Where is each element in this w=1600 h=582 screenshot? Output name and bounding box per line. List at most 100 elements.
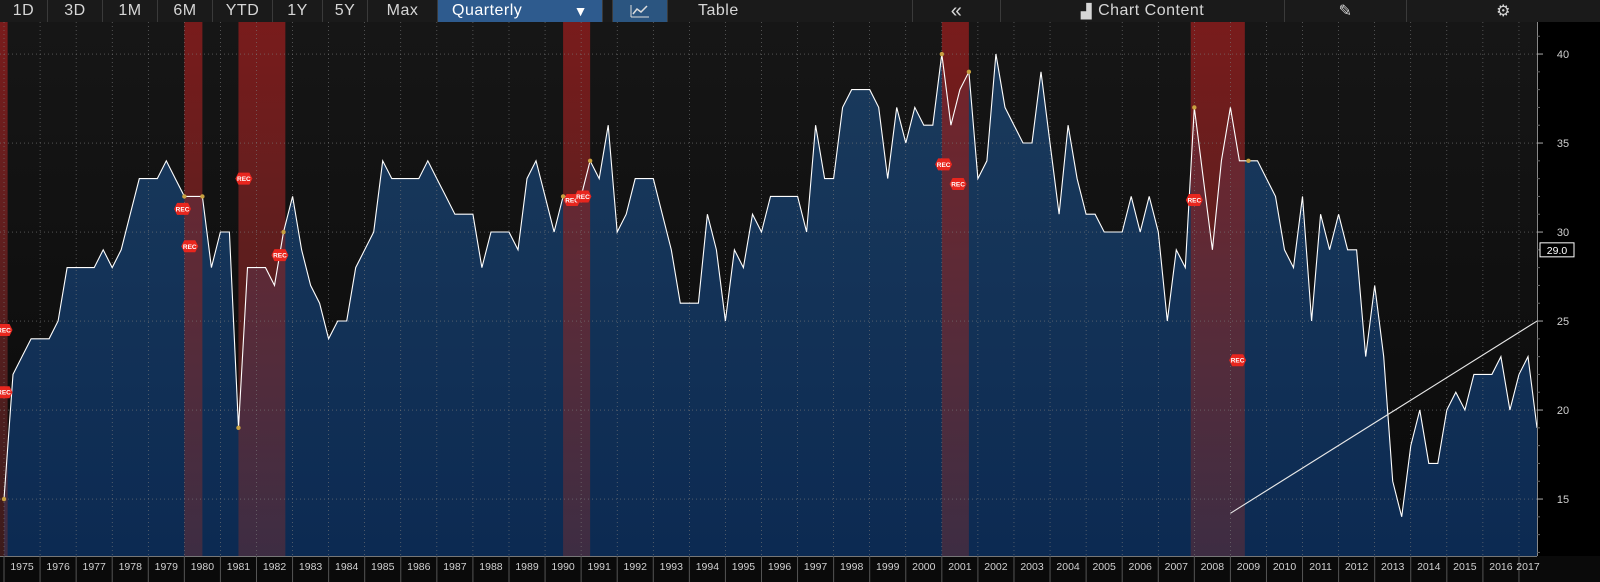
rec-marker-label: REC bbox=[937, 162, 951, 169]
x-tick-label: 2005 bbox=[1092, 561, 1116, 573]
x-tick-label: 1975 bbox=[10, 561, 34, 573]
toolbar-spacer bbox=[603, 0, 613, 22]
range-button-5y[interactable]: 5Y bbox=[323, 0, 368, 22]
settings-icon[interactable]: ⚙ bbox=[1496, 3, 1511, 20]
rec-marker-label: REC bbox=[565, 198, 579, 205]
rec-marker[interactable]: REC bbox=[0, 323, 13, 336]
x-tick-label: 2001 bbox=[948, 561, 972, 573]
y-tick-label: 20 bbox=[1557, 405, 1569, 417]
toolbar: 1D 3D 1M 6M YTD 1Y 5Y Max Quarterly ▼ Table « ▟ Chart… bbox=[0, 0, 1600, 23]
x-tick-label: 2010 bbox=[1273, 561, 1297, 573]
x-tick-label: 1978 bbox=[119, 561, 143, 573]
range-button-6m[interactable]: 6M bbox=[158, 0, 213, 22]
rec-marker[interactable]: REC bbox=[574, 190, 592, 203]
rec-marker[interactable]: REC bbox=[935, 158, 953, 171]
rec-marker-shape bbox=[0, 323, 13, 336]
recession-point bbox=[560, 194, 566, 199]
rec-marker[interactable]: REC bbox=[181, 240, 199, 253]
x-tick-label: 2009 bbox=[1237, 561, 1261, 573]
x-tick-label: 2000 bbox=[912, 561, 936, 573]
recession-point bbox=[200, 194, 205, 199]
x-tick-label: 1994 bbox=[696, 561, 720, 573]
rec-marker-shape bbox=[181, 240, 199, 253]
table-button[interactable]: Table bbox=[668, 0, 913, 22]
x-tick-label: 2016 bbox=[1489, 561, 1513, 573]
x-tick-label: 2012 bbox=[1345, 561, 1369, 573]
recession-point bbox=[281, 229, 286, 235]
rec-marker-shape bbox=[574, 190, 592, 203]
trendline[interactable] bbox=[1230, 320, 1538, 514]
chart-content-button[interactable]: ▟ Chart Content bbox=[1001, 0, 1285, 22]
range-button-1d[interactable]: 1D bbox=[0, 0, 48, 22]
y-tick-label: 25 bbox=[1557, 316, 1569, 328]
x-tick-label: 2006 bbox=[1129, 561, 1153, 573]
rec-marker-shape bbox=[235, 172, 253, 185]
chevron-down-icon: ▼ bbox=[573, 3, 588, 19]
rec-marker-label: REC bbox=[576, 194, 590, 201]
rec-marker-label: REC bbox=[273, 253, 287, 260]
collapse-icon[interactable]: « bbox=[913, 0, 1001, 22]
x-tick-label: 1986 bbox=[407, 561, 431, 573]
x-tick-label: 1977 bbox=[82, 561, 106, 573]
recession-point bbox=[966, 69, 972, 75]
x-tick-label: 1999 bbox=[876, 561, 900, 573]
range-button-max[interactable]: Max bbox=[368, 0, 438, 22]
range-button-3d[interactable]: 3D bbox=[48, 0, 103, 22]
x-tick-label: 2011 bbox=[1309, 561, 1332, 573]
price-line bbox=[3, 53, 1600, 517]
rec-marker[interactable]: REC bbox=[949, 177, 967, 190]
y-tick-label: 15 bbox=[1557, 494, 1569, 506]
recession-band bbox=[941, 22, 969, 556]
x-tick-label: 1997 bbox=[804, 561, 828, 573]
x-tick-label: 1985 bbox=[371, 561, 395, 573]
x-tick-label: 2002 bbox=[984, 561, 1008, 573]
last-value-label: 29.0 bbox=[1547, 245, 1568, 257]
frequency-dropdown[interactable]: Quarterly ▼ bbox=[438, 0, 603, 22]
range-button-1y[interactable]: 1Y bbox=[273, 0, 323, 22]
rec-marker-label: REC bbox=[237, 176, 251, 183]
range-button-ytd[interactable]: YTD bbox=[213, 0, 273, 22]
edit-icon[interactable]: ✎ bbox=[1285, 0, 1407, 22]
rec-marker[interactable]: REC bbox=[235, 172, 253, 185]
y-tick-label: 30 bbox=[1557, 227, 1569, 239]
y-tick-label: 35 bbox=[1557, 138, 1569, 150]
rec-marker-shape bbox=[1185, 194, 1203, 206]
recession-point bbox=[1192, 105, 1197, 110]
x-tick-label: 1989 bbox=[515, 561, 539, 573]
x-tick-label: 2007 bbox=[1165, 561, 1189, 573]
frequency-label: Quarterly bbox=[452, 2, 523, 19]
rec-marker[interactable]: REC bbox=[0, 386, 13, 399]
x-tick-label: 2017 bbox=[1516, 561, 1540, 573]
x-tick-label: 1993 bbox=[660, 561, 684, 573]
x-tick-label: 1980 bbox=[191, 561, 215, 573]
y-tick-label: 40 bbox=[1557, 49, 1569, 61]
x-tick-label: 2008 bbox=[1201, 561, 1225, 573]
x-axis-panel bbox=[0, 556, 1600, 582]
line-chart-icon[interactable] bbox=[613, 0, 668, 22]
rec-marker-label: REC bbox=[183, 244, 197, 251]
recession-point bbox=[1, 496, 7, 502]
recession-point bbox=[939, 51, 945, 57]
rec-marker[interactable]: REC bbox=[174, 202, 192, 215]
x-tick-label: 1991 bbox=[587, 561, 611, 573]
recession-band bbox=[238, 22, 286, 556]
x-tick-label: 1981 bbox=[227, 561, 251, 573]
rec-marker-shape bbox=[174, 202, 192, 215]
rec-marker[interactable]: REC bbox=[1185, 194, 1203, 206]
rec-marker-label: REC bbox=[0, 327, 11, 334]
rec-marker-label: REC bbox=[176, 206, 190, 213]
last-value-box bbox=[1539, 242, 1575, 258]
rec-marker[interactable]: REC bbox=[271, 249, 289, 262]
x-tick-label: 2014 bbox=[1417, 561, 1441, 573]
range-button-1m[interactable]: 1M bbox=[103, 0, 158, 22]
x-tick-label: 1982 bbox=[263, 561, 287, 573]
x-tick-label: 1996 bbox=[768, 561, 792, 573]
rec-marker[interactable]: REC bbox=[1229, 354, 1247, 367]
rec-marker-shape bbox=[935, 158, 953, 171]
chart-content-label: Chart Content bbox=[1098, 2, 1205, 19]
recession-band bbox=[0, 22, 8, 556]
rec-marker-label: REC bbox=[0, 390, 11, 397]
x-tick-label: 2015 bbox=[1453, 561, 1477, 573]
x-tick-label: 2004 bbox=[1056, 561, 1080, 573]
